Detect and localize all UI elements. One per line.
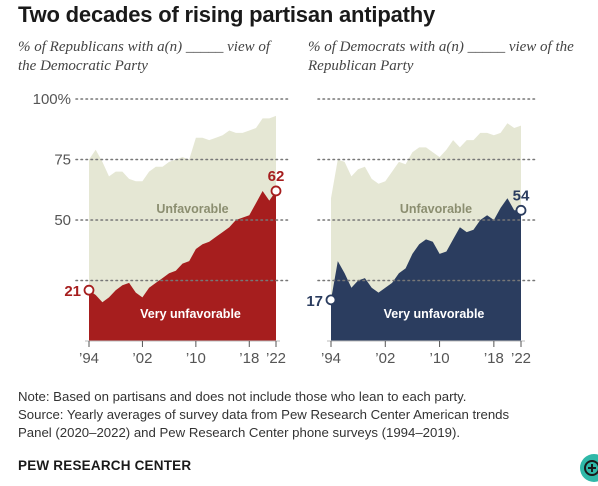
- x-tick-label: ’22: [266, 350, 286, 367]
- democrats-panel: ’94 ’02 ’10 ’18 ’22 Unfavorable Very unfavorab…: [306, 98, 538, 367]
- chart-note: Note: Based on partisans and does not in…: [18, 388, 593, 442]
- end-point-marker: [515, 204, 527, 216]
- start-point-marker: [83, 284, 95, 296]
- x-tick-label: ’02: [375, 350, 395, 367]
- x-tick-label: ’18: [239, 350, 259, 367]
- very-unfavorable-area: [331, 198, 521, 341]
- y-tick-label: 100%: [33, 91, 71, 108]
- very-unfavorable-area: [89, 191, 276, 341]
- y-tick-label: 75: [54, 152, 71, 169]
- start-value-label: 21: [64, 283, 81, 300]
- very-unfavorable-area-label: Very unfavorable: [140, 307, 241, 321]
- end-value-label: 62: [268, 168, 285, 185]
- end-point-marker: [270, 185, 282, 197]
- source-line: Panel (2020–2022) and Pew Research Cente…: [18, 425, 461, 440]
- plus-circle-icon: [584, 460, 598, 476]
- left-panel-subtitle: % of Republicans with a(n) _____ view of…: [18, 39, 271, 74]
- x-tick-label: ’22: [511, 350, 531, 367]
- x-tick-label: ’10: [186, 350, 206, 367]
- x-tick-label: ’18: [484, 350, 504, 367]
- chart-canvas: ’94 ’02 ’10 ’18 ’22 100% 75 50 Unfavorable Very u…: [33, 91, 538, 367]
- x-tick-label: ’94: [321, 350, 341, 367]
- source-line: Source: Yearly averages of survey data f…: [18, 407, 510, 422]
- x-tick-label: ’02: [132, 350, 152, 367]
- expand-button[interactable]: [580, 454, 598, 482]
- org-credit: PEW RESEARCH CENTER: [18, 458, 192, 473]
- unfavorable-area-label: Unfavorable: [156, 202, 228, 216]
- unfavorable-area-label: Unfavorable: [400, 202, 472, 216]
- x-tick-label: ’10: [430, 350, 450, 367]
- x-tick-label: ’94: [79, 350, 99, 367]
- right-panel-subtitle: % of Democrats with a(n) _____ view of t…: [308, 39, 574, 74]
- start-value-label: 17: [306, 293, 323, 310]
- note-line: Note: Based on partisans and does not in…: [18, 389, 467, 404]
- very-unfavorable-area-label: Very unfavorable: [384, 307, 485, 321]
- start-point-marker: [325, 294, 337, 306]
- end-value-label: 54: [513, 187, 530, 204]
- y-tick-label: 50: [54, 212, 71, 229]
- republicans-panel: ’94 ’02 ’10 ’18 ’22 100% 75 50 Unfavorable Very u…: [33, 91, 291, 367]
- chart-title: Two decades of rising partisan antipathy: [18, 2, 436, 27]
